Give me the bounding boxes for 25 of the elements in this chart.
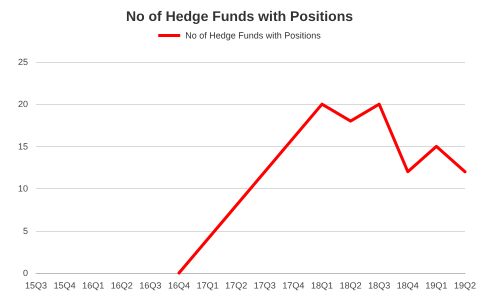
y-tick-label: 20 xyxy=(18,99,28,110)
x-tick-label: 16Q4 xyxy=(168,280,190,290)
legend-label: No of Hedge Funds with Positions xyxy=(185,30,322,40)
x-tick-label: 17Q3 xyxy=(254,280,276,290)
line-series xyxy=(177,102,466,274)
x-tick-label: 15Q3 xyxy=(24,280,48,290)
x-tick-label: 16Q3 xyxy=(139,280,162,290)
y-tick-label: 0 xyxy=(22,268,28,278)
x-tick-label: 18Q3 xyxy=(368,280,390,290)
x-tick-label: 18Q2 xyxy=(340,280,362,290)
x-tick-label: 19Q2 xyxy=(454,280,476,290)
chart-title: No of Hedge Funds with Positions xyxy=(126,8,354,24)
x-tick-label: 18Q4 xyxy=(396,280,419,290)
x-tick-label: 18Q1 xyxy=(310,280,334,290)
x-tick-label: 15Q4 xyxy=(54,280,76,290)
y-tick-label: 10 xyxy=(18,184,28,194)
x-tick-label: 16Q2 xyxy=(110,280,133,290)
x-tick-label: 19Q1 xyxy=(425,280,448,290)
x-tick-label: 17Q1 xyxy=(196,280,219,290)
x-tick-label: 17Q4 xyxy=(282,280,304,290)
x-tick-label: 16Q1 xyxy=(82,280,104,290)
y-tick-label: 25 xyxy=(18,57,28,67)
y-tick-label: 5 xyxy=(22,226,28,236)
y-tick-label: 15 xyxy=(18,141,28,152)
x-tick-label: 17Q2 xyxy=(225,280,248,290)
